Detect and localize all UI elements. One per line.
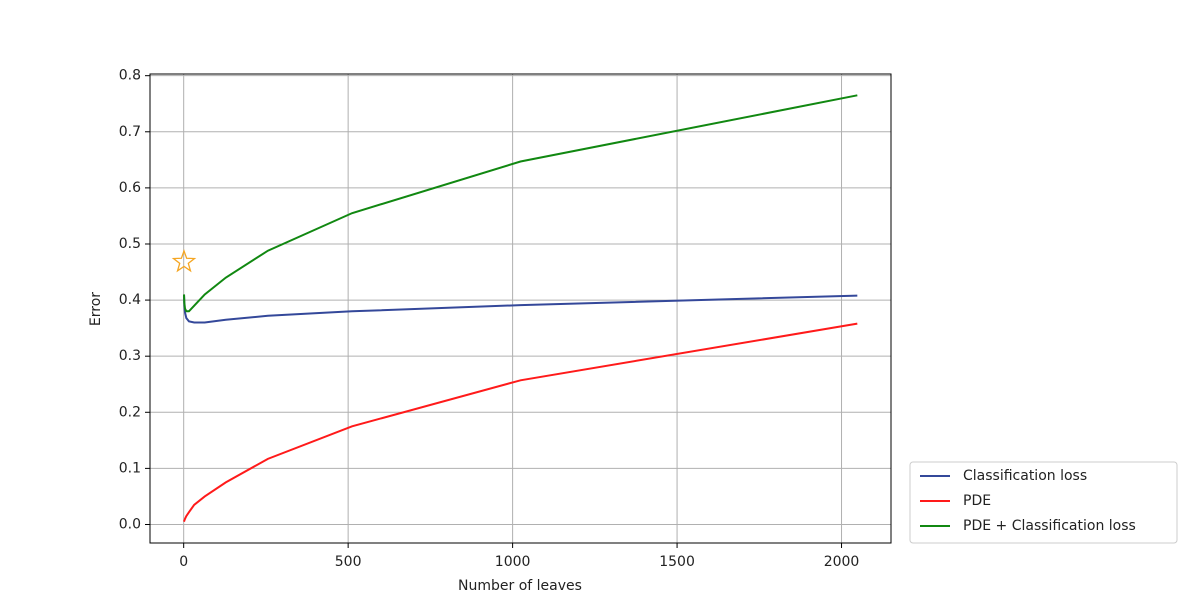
x-tick-label: 2000 <box>824 554 860 570</box>
line-series <box>183 94 858 313</box>
y-tick-label: 0.6 <box>119 180 141 196</box>
y-tick-label: 0.2 <box>119 404 141 420</box>
legend-label: Classification loss <box>963 468 1087 484</box>
y-tick-label: 0.0 <box>119 516 141 532</box>
x-tick-label: 0 <box>179 554 188 570</box>
y-tick-label: 0.3 <box>119 348 141 364</box>
legend-box <box>909 461 1178 544</box>
star-marker <box>171 249 197 273</box>
x-axis-label: Number of leaves <box>458 578 582 594</box>
y-tick-label: 0.4 <box>119 292 141 308</box>
x-tick-label: 500 <box>335 554 362 570</box>
y-tick-label: 0.5 <box>119 236 141 252</box>
y-axis-label: Error <box>88 292 104 326</box>
y-tick-label: 0.1 <box>119 460 141 476</box>
legend-label: PDE <box>963 493 991 509</box>
legend-label: PDE + Classification loss <box>963 518 1136 534</box>
y-tick-label: 0.7 <box>119 124 141 140</box>
line-series <box>183 294 858 324</box>
line-series <box>183 322 858 522</box>
x-tick-label: 1500 <box>659 554 695 570</box>
y-tick-label: 0.8 <box>119 68 141 84</box>
plot-frame <box>149 73 892 544</box>
x-tick-label: 1000 <box>495 554 531 570</box>
